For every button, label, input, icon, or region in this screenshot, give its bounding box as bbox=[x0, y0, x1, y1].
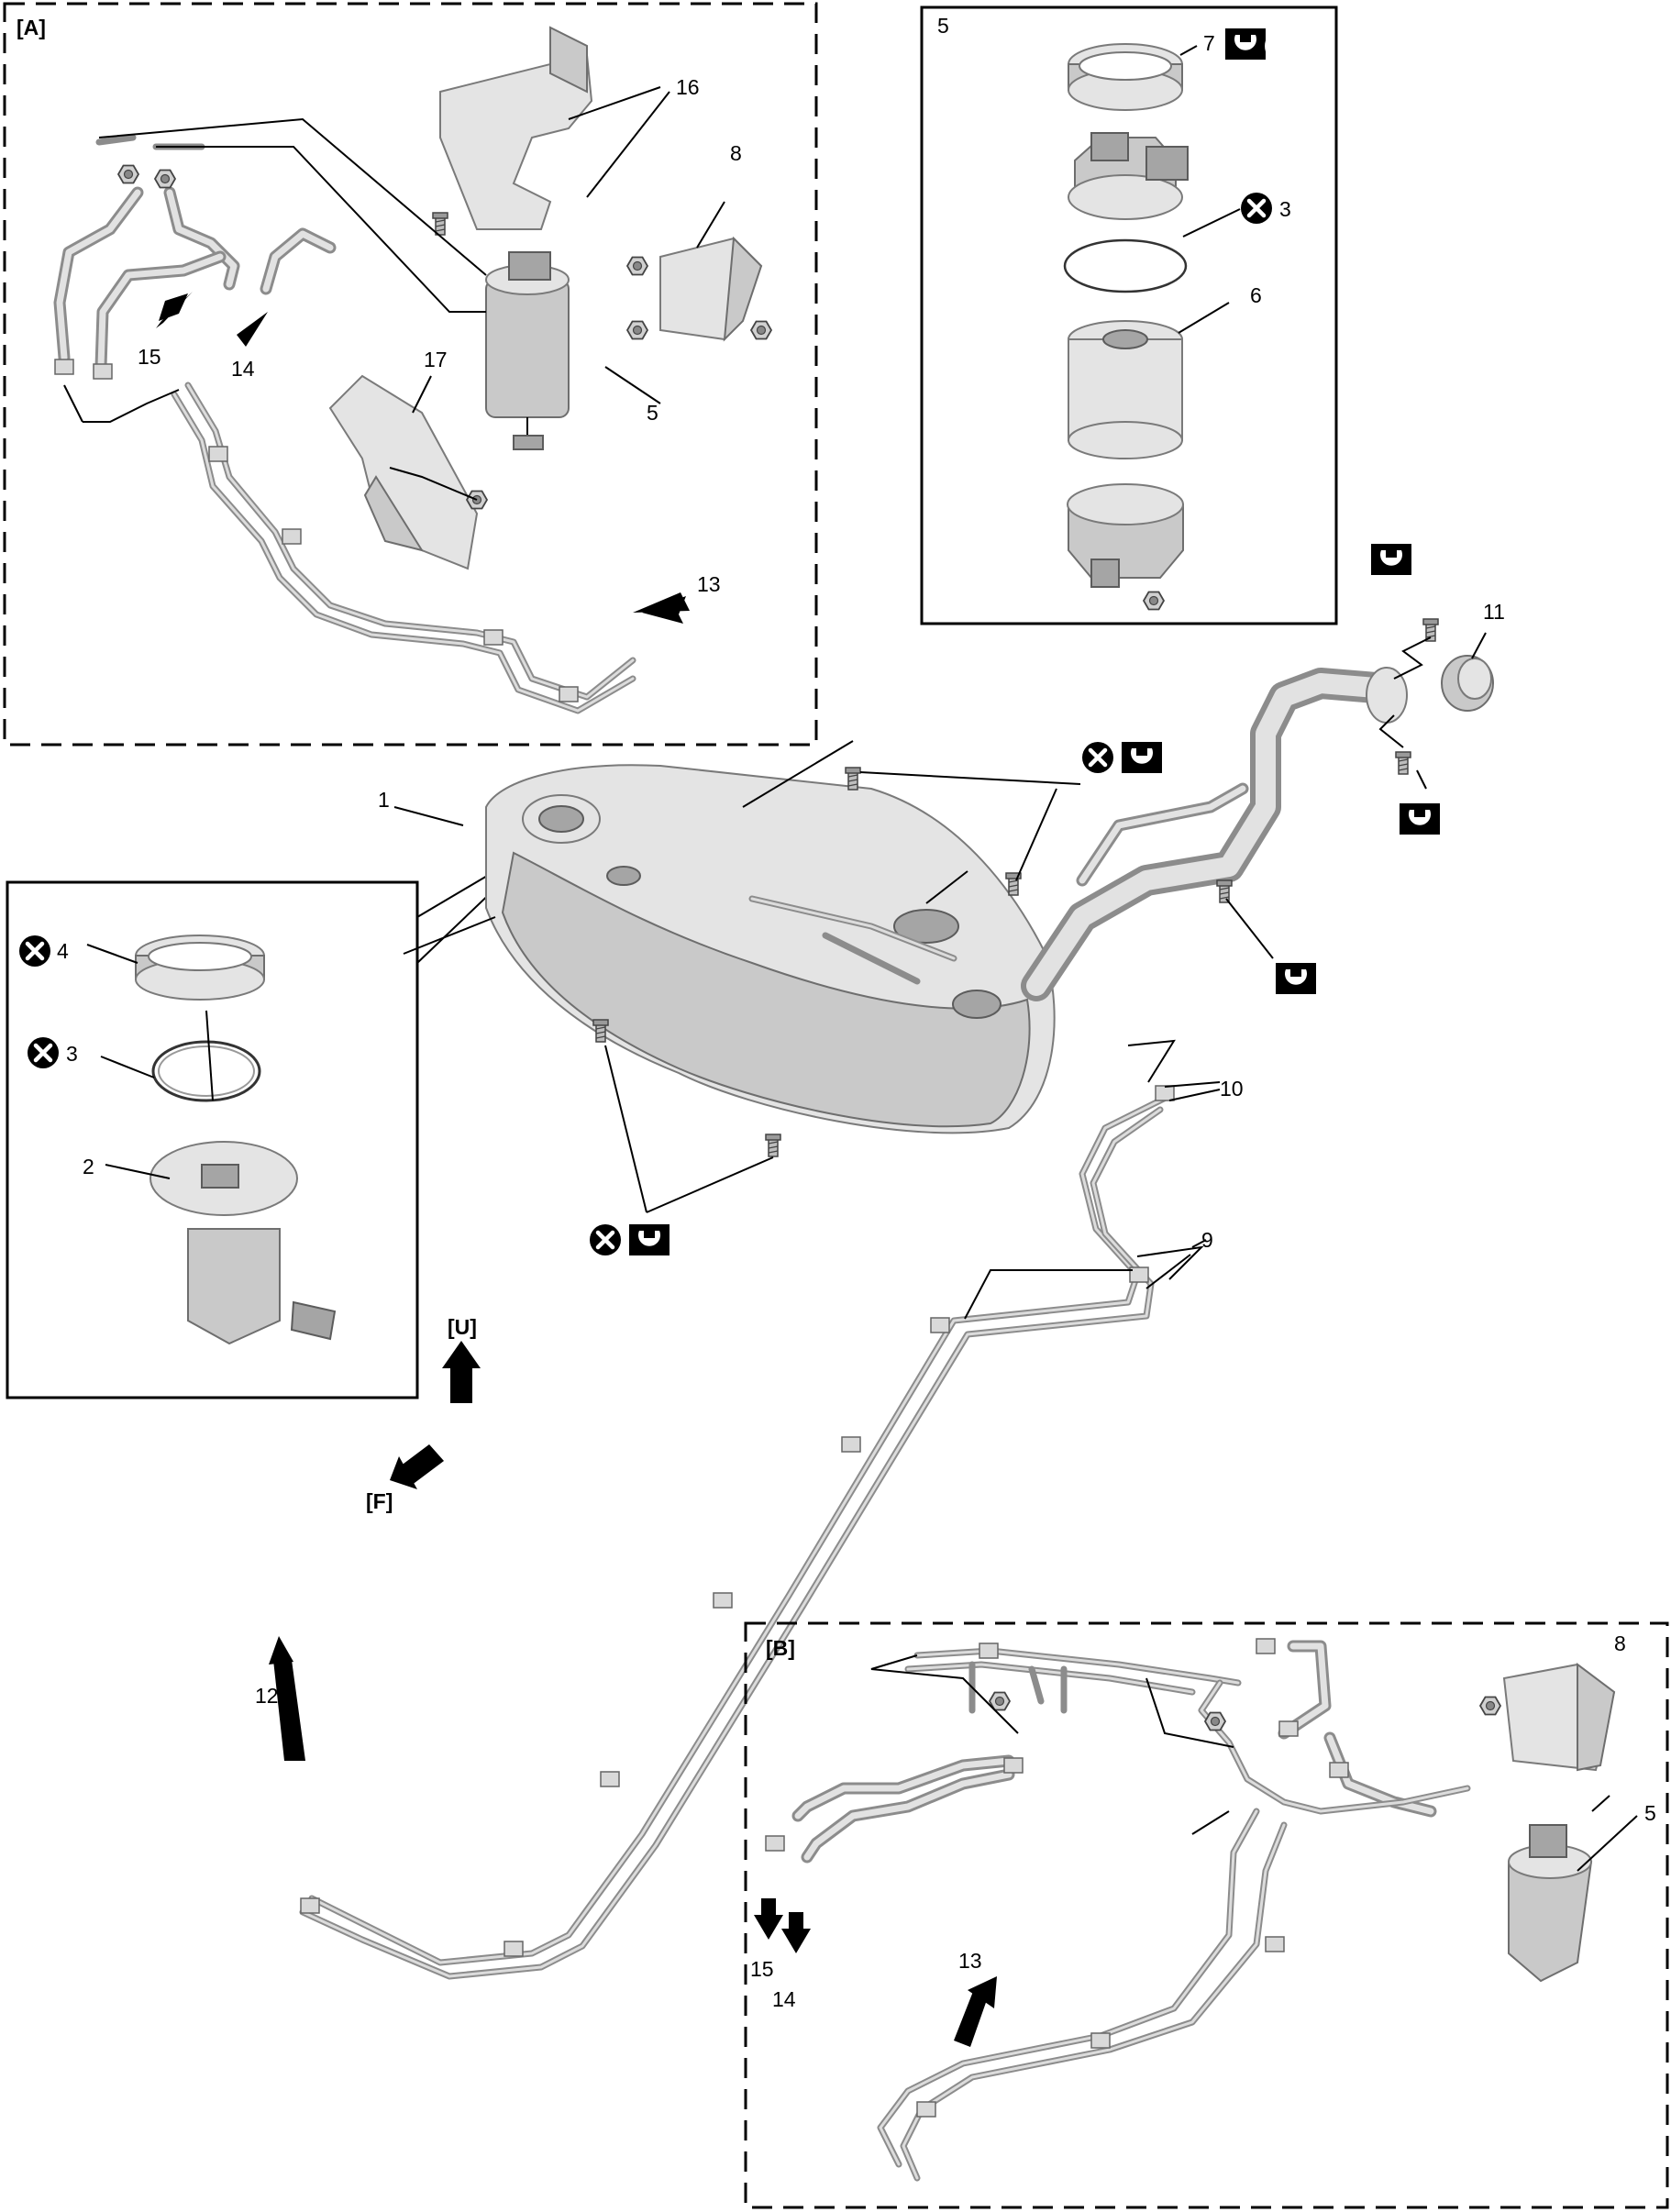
direction-arrow-icon bbox=[450, 1366, 472, 1403]
pump-detail: 4 3 2 bbox=[6, 857, 519, 1399]
view-front-label: [F] bbox=[366, 1489, 393, 1513]
callout-6: 6 bbox=[1250, 283, 1262, 307]
callout-3-pump: 3 bbox=[66, 1042, 78, 1066]
do-not-reuse-icon bbox=[19, 935, 50, 967]
wrench-icon bbox=[1400, 803, 1440, 835]
wrench-icon bbox=[1276, 963, 1316, 994]
callout-5-a: 5 bbox=[647, 401, 658, 425]
torque-mark-d-top: (d) bbox=[1412, 548, 1438, 571]
view-b-frame bbox=[744, 1621, 1669, 2209]
callout-14-a: 14 bbox=[231, 357, 255, 381]
callout-16: 16 bbox=[676, 75, 700, 99]
callout-3-top: 3 bbox=[1279, 197, 1291, 221]
callout-17: 17 bbox=[424, 348, 448, 371]
orientation: [U] [F] bbox=[366, 1315, 481, 1513]
view-a-label: [A] bbox=[17, 16, 46, 39]
torque-mark-b-bottom: (b) bbox=[670, 1229, 696, 1252]
direction-arrow-icon bbox=[761, 1898, 776, 1917]
filter-detail-label: 5 bbox=[937, 14, 949, 38]
wrench-icon bbox=[629, 1224, 670, 1255]
direction-arrow-icon bbox=[237, 303, 273, 347]
callout-4: 4 bbox=[57, 939, 69, 963]
callout-8-b: 8 bbox=[1614, 1631, 1626, 1655]
callout-7: 7 bbox=[1203, 31, 1215, 55]
view-a: [A] bbox=[3, 2, 818, 747]
view-a-pipes bbox=[171, 382, 636, 714]
callout-14-b: 14 bbox=[772, 1987, 796, 2011]
do-not-reuse-icon bbox=[1241, 193, 1272, 224]
callout-9: 9 bbox=[1201, 1228, 1213, 1252]
filter-detail: 5 7 (a) 3 6 bbox=[920, 6, 1338, 625]
direction-arrow-icon bbox=[789, 1912, 803, 1930]
view-a-hoses bbox=[53, 134, 337, 380]
fuel-lines: 10 9 12 bbox=[255, 1039, 1244, 1980]
torque-mark-b-top: (b) bbox=[1163, 747, 1189, 769]
direction-arrow-icon bbox=[273, 1660, 305, 1761]
torque-mark-c: (c) bbox=[1317, 968, 1342, 990]
callout-12: 12 bbox=[255, 1684, 279, 1708]
view-a-bracket bbox=[626, 236, 772, 342]
callout-1: 1 bbox=[378, 788, 390, 812]
callout-15-b: 15 bbox=[750, 1957, 774, 1981]
view-b-label: [B] bbox=[766, 1636, 795, 1660]
direction-arrow-icon bbox=[954, 1989, 989, 2047]
view-up-label: [U] bbox=[448, 1315, 477, 1339]
callout-5-b: 5 bbox=[1644, 1801, 1656, 1825]
do-not-reuse-icon bbox=[590, 1224, 621, 1255]
view-b: [B] bbox=[744, 1621, 1669, 2209]
view-a-frame bbox=[3, 2, 818, 747]
torque-mark-a: (a) bbox=[1264, 33, 1289, 56]
torque-mark-d-bottom: (d) bbox=[1441, 808, 1466, 831]
view-a-cover bbox=[432, 26, 593, 236]
callout-11: 11 bbox=[1483, 600, 1505, 624]
wrench-icon bbox=[1122, 742, 1162, 773]
wrench-icon bbox=[1371, 544, 1411, 575]
callout-15-a: 15 bbox=[138, 345, 161, 369]
callout-13-b: 13 bbox=[958, 1949, 982, 1973]
filler-neck: (d) (d) (c) 11 bbox=[1021, 544, 1505, 1001]
do-not-reuse-icon bbox=[1082, 742, 1113, 773]
view-a-fuel-filter bbox=[485, 251, 570, 450]
callout-13-a: 13 bbox=[697, 572, 721, 596]
wrench-icon bbox=[1225, 28, 1266, 60]
callout-8-a: 8 bbox=[730, 141, 742, 165]
callout-2: 2 bbox=[83, 1155, 94, 1178]
direction-arrow-icon bbox=[159, 293, 188, 321]
do-not-reuse-icon bbox=[28, 1037, 59, 1068]
callout-10: 10 bbox=[1220, 1077, 1244, 1100]
fuel-tank: 1 (b) (b) bbox=[378, 741, 1189, 1255]
